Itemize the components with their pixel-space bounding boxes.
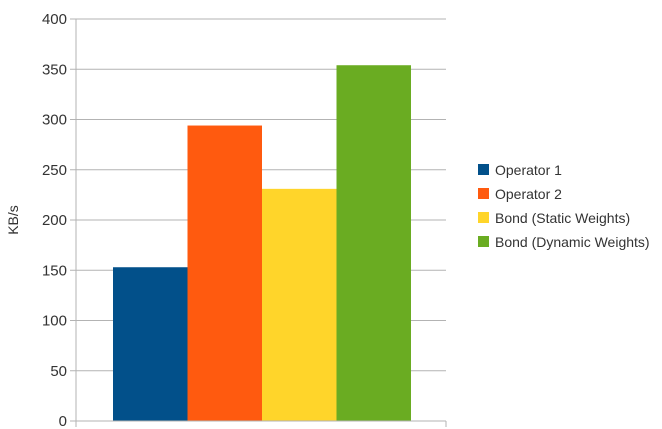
y-tick-label: 0 [59,413,67,429]
legend-swatch [478,236,489,247]
y-tick-label: 350 [42,61,67,78]
axes [75,19,447,427]
y-axis-title: KB/s [5,205,21,235]
y-tick-label: 400 [42,11,67,28]
legend-swatch [478,188,489,199]
legend-item: Bond (Dynamic Weights) [478,234,650,250]
legend-item: Operator 1 [478,162,562,178]
legend-label: Bond (Static Weights) [495,210,630,226]
y-tick-label: 100 [42,313,67,330]
y-tick-label: 50 [50,363,67,380]
bars [113,65,411,421]
bar-bond-dynamic-weights [336,65,411,421]
y-tick-label: 150 [42,262,67,279]
legend: Operator 1 Operator 2 Bond (Static Weights… [478,162,650,250]
legend-label: Bond (Dynamic Weights) [495,234,650,250]
bar-operator-1 [113,267,188,421]
y-tick-label: 300 [42,112,67,129]
legend-swatch [478,212,489,223]
y-tick-label: 250 [42,162,67,179]
legend-label: Operator 1 [495,162,562,178]
legend-swatch [478,164,489,175]
legend-label: Operator 2 [495,186,562,202]
legend-item: Operator 2 [478,186,562,202]
y-tick-label: 200 [42,212,67,229]
bar-operator-2 [187,125,262,421]
legend-item: Bond (Static Weights) [478,210,630,226]
bar-bond-static-weights [262,188,337,421]
y-axis-ticks: 0 50 100 150 200 250 300 350 400 [42,11,76,429]
